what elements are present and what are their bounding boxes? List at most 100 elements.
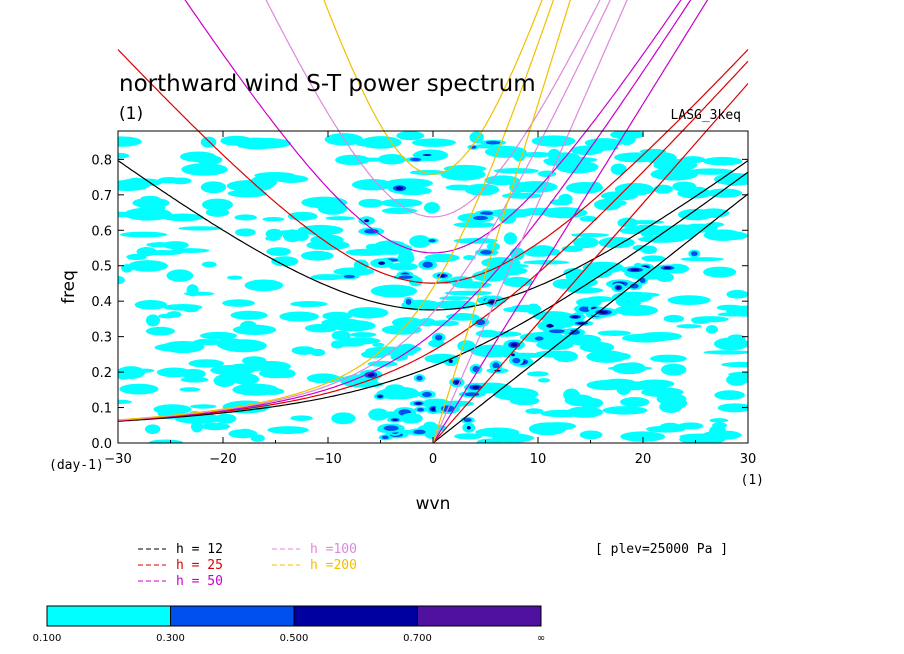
contour-blob: [304, 323, 338, 333]
contour-blob: [162, 213, 204, 222]
contour-blob: [200, 331, 238, 340]
contour-blob: [713, 337, 748, 351]
contour-blob: [484, 145, 527, 158]
contour-blob: [503, 307, 523, 313]
contour-blob: [290, 415, 313, 421]
chart-subtitle: (1): [119, 104, 143, 124]
dispersion-curve: [432, 0, 628, 443]
y-tick-label: 0.2: [91, 366, 112, 381]
contour-blob: [717, 312, 748, 317]
contour-blob: [643, 151, 677, 164]
contour-blob-high: [546, 323, 554, 328]
contour-blob: [672, 181, 697, 192]
contour-blob: [210, 364, 255, 376]
contour-blob-high: [630, 268, 640, 272]
contour-blob: [615, 295, 629, 307]
contour-blob: [201, 198, 233, 211]
contour-blob: [200, 422, 231, 431]
dispersion-curve: [117, 171, 749, 422]
contour-blob: [181, 163, 228, 176]
contour-blob: [610, 163, 627, 175]
contour-blob: [166, 311, 182, 318]
contour-blob: [523, 260, 570, 265]
contour-blob: [144, 424, 161, 434]
contour-blob-mid: [381, 435, 389, 440]
contour-blob: [235, 137, 279, 150]
contour-blob: [365, 243, 380, 251]
contour-blob: [338, 337, 381, 345]
contour-blob-high: [616, 286, 621, 290]
contour-blob: [236, 428, 254, 438]
colorbar-swatch: [417, 605, 542, 627]
contour-blob: [353, 259, 369, 271]
contour-blob-mid: [485, 140, 501, 145]
dispersion-curve: [117, 0, 611, 421]
x-tick-label: 20: [635, 452, 652, 467]
dispersion-curve: [117, 49, 749, 284]
contour-blob: [214, 413, 237, 424]
contour-blob: [400, 412, 423, 424]
contour-blob: [602, 406, 648, 415]
contour-blob: [119, 231, 168, 238]
contour-blob: [637, 331, 683, 341]
colorbar-label: 0.500: [280, 633, 309, 644]
contour-blob: [222, 299, 255, 307]
y-unit-label: (day-1): [49, 458, 104, 473]
contour-blob: [279, 311, 320, 322]
contour-blob: [444, 290, 493, 296]
contour-blob: [691, 316, 711, 325]
dispersion-curve: [432, 83, 749, 443]
contour-blob: [148, 439, 184, 443]
contour-blob: [183, 291, 215, 296]
contour-blob: [667, 295, 711, 306]
contour-blob-mid: [492, 362, 500, 369]
contour-blob: [423, 421, 437, 430]
contour-blob: [659, 422, 682, 432]
contour-blob: [667, 161, 692, 169]
contour-blob: [179, 387, 201, 392]
contour-blob: [678, 422, 704, 430]
contour-blob: [351, 179, 394, 191]
contour-blob: [330, 320, 376, 332]
contour-blob: [396, 131, 425, 141]
contour-blob: [145, 326, 175, 336]
contour-blob: [123, 207, 172, 221]
contour-blob: [719, 231, 748, 240]
contour-blob: [166, 269, 194, 282]
dispersion-curve: [432, 0, 709, 443]
contour-blob: [118, 366, 146, 379]
contour-blob-mid: [463, 418, 472, 423]
colorbar-label: ∞: [537, 633, 545, 644]
contour-blob: [358, 198, 384, 208]
contour-blob: [576, 297, 603, 307]
contour-blob: [145, 314, 161, 327]
contour-blob: [669, 224, 695, 236]
contour-blob: [579, 430, 603, 440]
contour-blob-mid: [691, 251, 698, 257]
contour-blob: [381, 207, 418, 215]
x-tick-label: 30: [740, 452, 757, 467]
contour-blob: [524, 248, 548, 257]
contour-blob: [331, 330, 351, 341]
dispersion-curve: [432, 0, 571, 443]
contour-blob: [570, 233, 609, 238]
contour-blob: [262, 217, 285, 222]
legend-label: h =100: [310, 542, 357, 557]
contour-blob: [650, 167, 699, 181]
contour-blob: [641, 255, 666, 262]
contour-blob-high: [472, 385, 480, 390]
contour-blob: [714, 390, 745, 400]
contour-blob: [188, 359, 225, 368]
contour-blob: [550, 319, 564, 326]
contour-blob: [244, 279, 284, 292]
contour-blob: [291, 346, 316, 355]
contour-blob: [322, 311, 353, 321]
contour-blob-high: [599, 310, 609, 314]
contour-blob: [632, 244, 648, 251]
contour-blob: [297, 224, 344, 236]
contour-blob-mid: [549, 329, 565, 334]
contour-blob: [558, 193, 573, 205]
contour-blob: [703, 350, 748, 355]
contour-blob-high: [466, 425, 471, 430]
